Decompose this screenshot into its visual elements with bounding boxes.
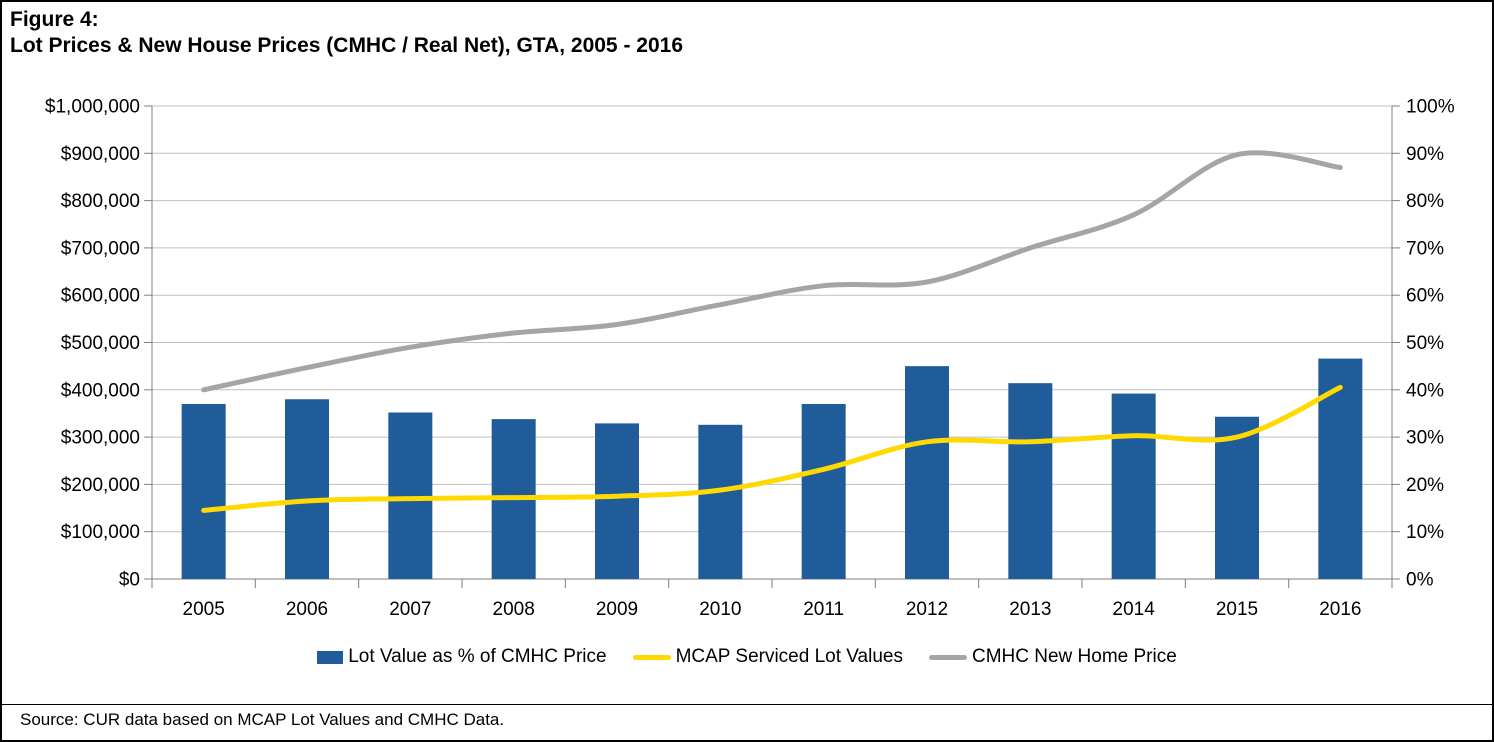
legend-label: CMHC New Home Price	[971, 646, 1177, 667]
bar-2009	[595, 423, 639, 579]
x-axis-label-2008: 2008	[493, 599, 535, 620]
chart-title: Figure 4: Lot Prices & New House Prices …	[10, 7, 683, 58]
left-axis-label: $800,000	[61, 191, 140, 212]
left-axis-label: $500,000	[61, 333, 140, 354]
left-axis-label: $200,000	[61, 475, 140, 496]
right-axis-label: 70%	[1406, 238, 1444, 259]
mcap-line	[201, 384, 1343, 513]
legend-yellow-line-swatch	[632, 654, 671, 660]
x-axis-label-2015: 2015	[1216, 599, 1258, 620]
legend-item-cmhc: CMHC New Home Price	[928, 646, 1177, 668]
right-axis-label: 10%	[1406, 522, 1444, 543]
x-axis-label-2014: 2014	[1113, 599, 1156, 620]
legend-item-mcap: MCAP Serviced Lot Values	[632, 646, 903, 668]
bar-2015	[1215, 416, 1259, 579]
bar-2014	[1111, 393, 1156, 579]
x-axis-label-2010: 2010	[699, 599, 741, 620]
left-axis-label: $900,000	[61, 144, 140, 165]
right-axis-label: 100%	[1406, 97, 1455, 118]
left-axis-label: $0	[119, 570, 140, 591]
right-axis-label: 50%	[1406, 333, 1444, 354]
left-axis-label: $600,000	[61, 286, 140, 307]
x-axis-label-2011: 2011	[803, 599, 844, 620]
bar-2007	[388, 412, 433, 579]
divider-line	[2, 704, 1492, 705]
right-axis-label: 60%	[1406, 286, 1444, 307]
x-axis-label-2009: 2009	[596, 599, 638, 620]
left-axis-label: $100,000	[61, 522, 140, 543]
chart-title-line2: Lot Prices & New House Prices (CMHC / Re…	[10, 33, 683, 57]
chart-title-line1: Figure 4:	[10, 8, 99, 31]
legend-bar-swatch	[317, 650, 344, 664]
chart-legend: Lot Value as % of CMHC Price MCAP Servic…	[2, 646, 1492, 668]
legend-label: Lot Value as % of CMHC Price	[348, 646, 607, 667]
right-axis-label: 0%	[1406, 570, 1434, 591]
x-axis-label-2016: 2016	[1319, 599, 1361, 620]
legend-gray-line-swatch	[928, 654, 967, 660]
right-axis-label: 20%	[1406, 475, 1444, 496]
cmhc-line	[201, 150, 1343, 393]
legend-item-lot-value: Lot Value as % of CMHC Price	[317, 646, 607, 668]
left-axis-label: $300,000	[61, 428, 140, 449]
source-note: Source: CUR data based on MCAP Lot Value…	[20, 710, 505, 729]
right-axis-label: 40%	[1406, 380, 1444, 401]
bar-2010	[698, 424, 743, 579]
bar-2013	[1008, 383, 1053, 579]
bar-2011	[801, 403, 846, 579]
left-axis-label: $400,000	[61, 380, 140, 401]
x-axis-label-2013: 2013	[1009, 599, 1051, 620]
x-axis-label-2006: 2006	[286, 599, 328, 620]
bar-2016	[1318, 358, 1363, 579]
bar-2012	[905, 366, 949, 579]
x-axis-label-2012: 2012	[906, 599, 948, 620]
right-axis-label: 80%	[1406, 191, 1444, 212]
left-axis-label: $700,000	[61, 238, 140, 259]
right-axis-label: 90%	[1406, 144, 1444, 165]
bar-2006	[285, 399, 329, 579]
left-axis-label: $1,000,000	[45, 97, 140, 118]
x-axis-label-2007: 2007	[389, 599, 431, 620]
x-axis-label-2005: 2005	[183, 599, 225, 620]
right-axis-label: 30%	[1406, 428, 1444, 449]
legend-label: MCAP Serviced Lot Values	[675, 646, 903, 667]
bar-2005	[181, 403, 226, 579]
